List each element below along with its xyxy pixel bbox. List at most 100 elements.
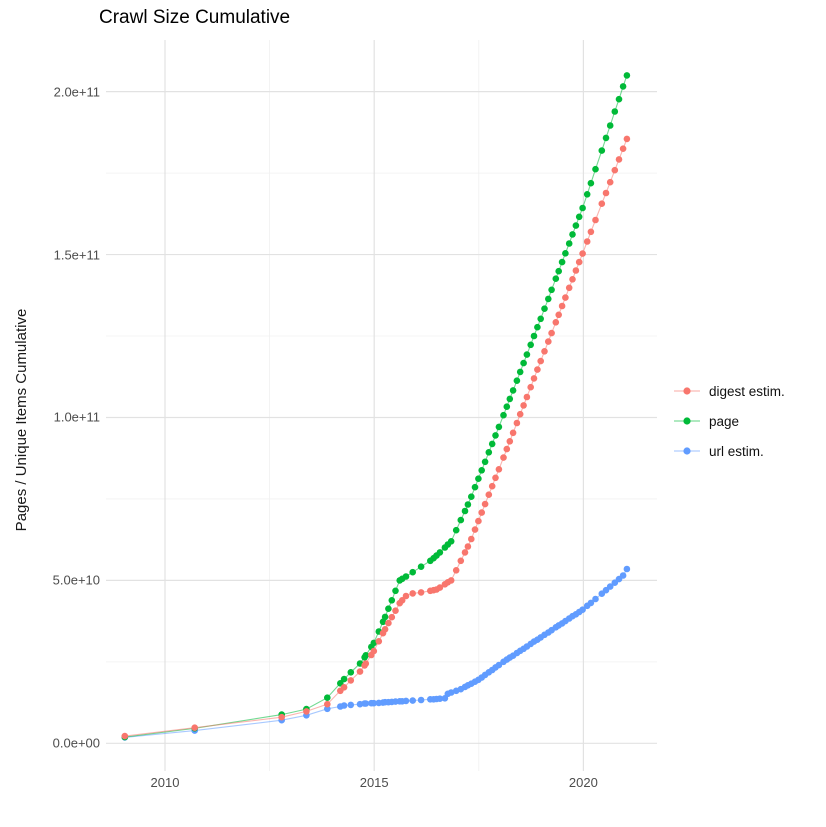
x-tick-label: 2015 [359,775,389,790]
data-point [340,675,348,683]
data-point [324,700,331,708]
data-point [569,231,576,238]
legend-key-line-dot-icon [674,447,700,455]
data-point [362,652,370,659]
data-point [356,668,364,675]
data-point [464,543,472,550]
data-point [537,357,544,365]
y-tick-label: 0.0e+00 [52,735,100,751]
data-point [457,516,465,524]
data-point [579,606,586,613]
data-point [500,411,507,419]
data-point [565,240,573,247]
data-point [492,432,499,439]
data-point [381,613,389,621]
data-point [623,72,631,79]
legend-label: digest estim. [709,383,785,399]
data-point [398,597,406,604]
data-point [347,677,355,684]
data-point [592,165,599,173]
data-point [347,669,355,676]
y-tick-label: 1.5e+11 [53,247,100,263]
data-point [409,697,417,704]
series-line-page [124,75,628,738]
data-point [457,557,465,565]
data-point [575,258,583,266]
data-point [615,95,623,103]
data-point [388,597,396,604]
data-point [527,341,534,349]
data-point [447,689,455,696]
data-point [475,517,482,525]
data-point [370,639,378,647]
data-point [121,732,129,740]
data-point [534,323,541,331]
data-point [623,135,631,143]
data-point [468,493,475,501]
data-point [495,466,503,473]
data-point [516,410,524,418]
legend-key-line-dot-icon [674,417,700,425]
legend-item-digest-estim: digest estim. [672,376,785,406]
data-point [602,134,610,142]
data-point [402,592,410,600]
data-point [402,573,410,580]
data-point [587,228,595,236]
data-point [495,423,503,431]
data-point [513,377,521,385]
data-point [464,501,472,508]
data-point [475,475,482,483]
data-point [541,305,548,313]
legend-key-line-dot-icon [674,387,700,395]
data-point [611,108,619,115]
data-point [606,178,614,186]
data-point [555,311,562,319]
data-point [452,567,460,574]
data-point [452,526,460,534]
data-point [537,315,544,323]
data-point [541,348,548,355]
data-point [579,204,586,212]
data-point [530,375,538,382]
series-line-digest-estim- [124,138,628,737]
legend-label: page [709,413,740,429]
data-point [623,565,631,573]
data-point [503,403,511,411]
data-point [478,509,486,516]
data-point [324,705,331,713]
data-point [615,156,623,163]
data-point [552,275,560,283]
data-point [545,295,552,303]
data-point [583,238,591,245]
data-point [583,191,591,198]
data-point [347,701,355,709]
data-point [392,587,399,595]
data-point [565,284,573,292]
data-point [278,713,286,721]
data-point [488,440,496,448]
data-point [388,613,396,621]
data-point [545,338,552,345]
data-point [548,329,555,337]
data-point [606,583,614,590]
y-tick-label: 1.0e+11 [53,409,100,425]
x-tick-label: 2020 [568,775,598,790]
data-point [409,590,417,597]
data-point [324,694,331,701]
data-point [370,647,378,655]
data-point [509,387,517,394]
data-point [516,368,524,376]
data-point [362,660,370,667]
data-point [606,122,614,129]
data-point [447,538,455,545]
data-point [611,166,619,174]
data-point [520,402,527,409]
data-point [534,366,541,373]
data-point [619,83,627,90]
data-point [562,294,569,301]
data-point [527,383,534,391]
data-point [436,549,444,556]
data-point [503,445,511,453]
data-point [385,619,392,627]
